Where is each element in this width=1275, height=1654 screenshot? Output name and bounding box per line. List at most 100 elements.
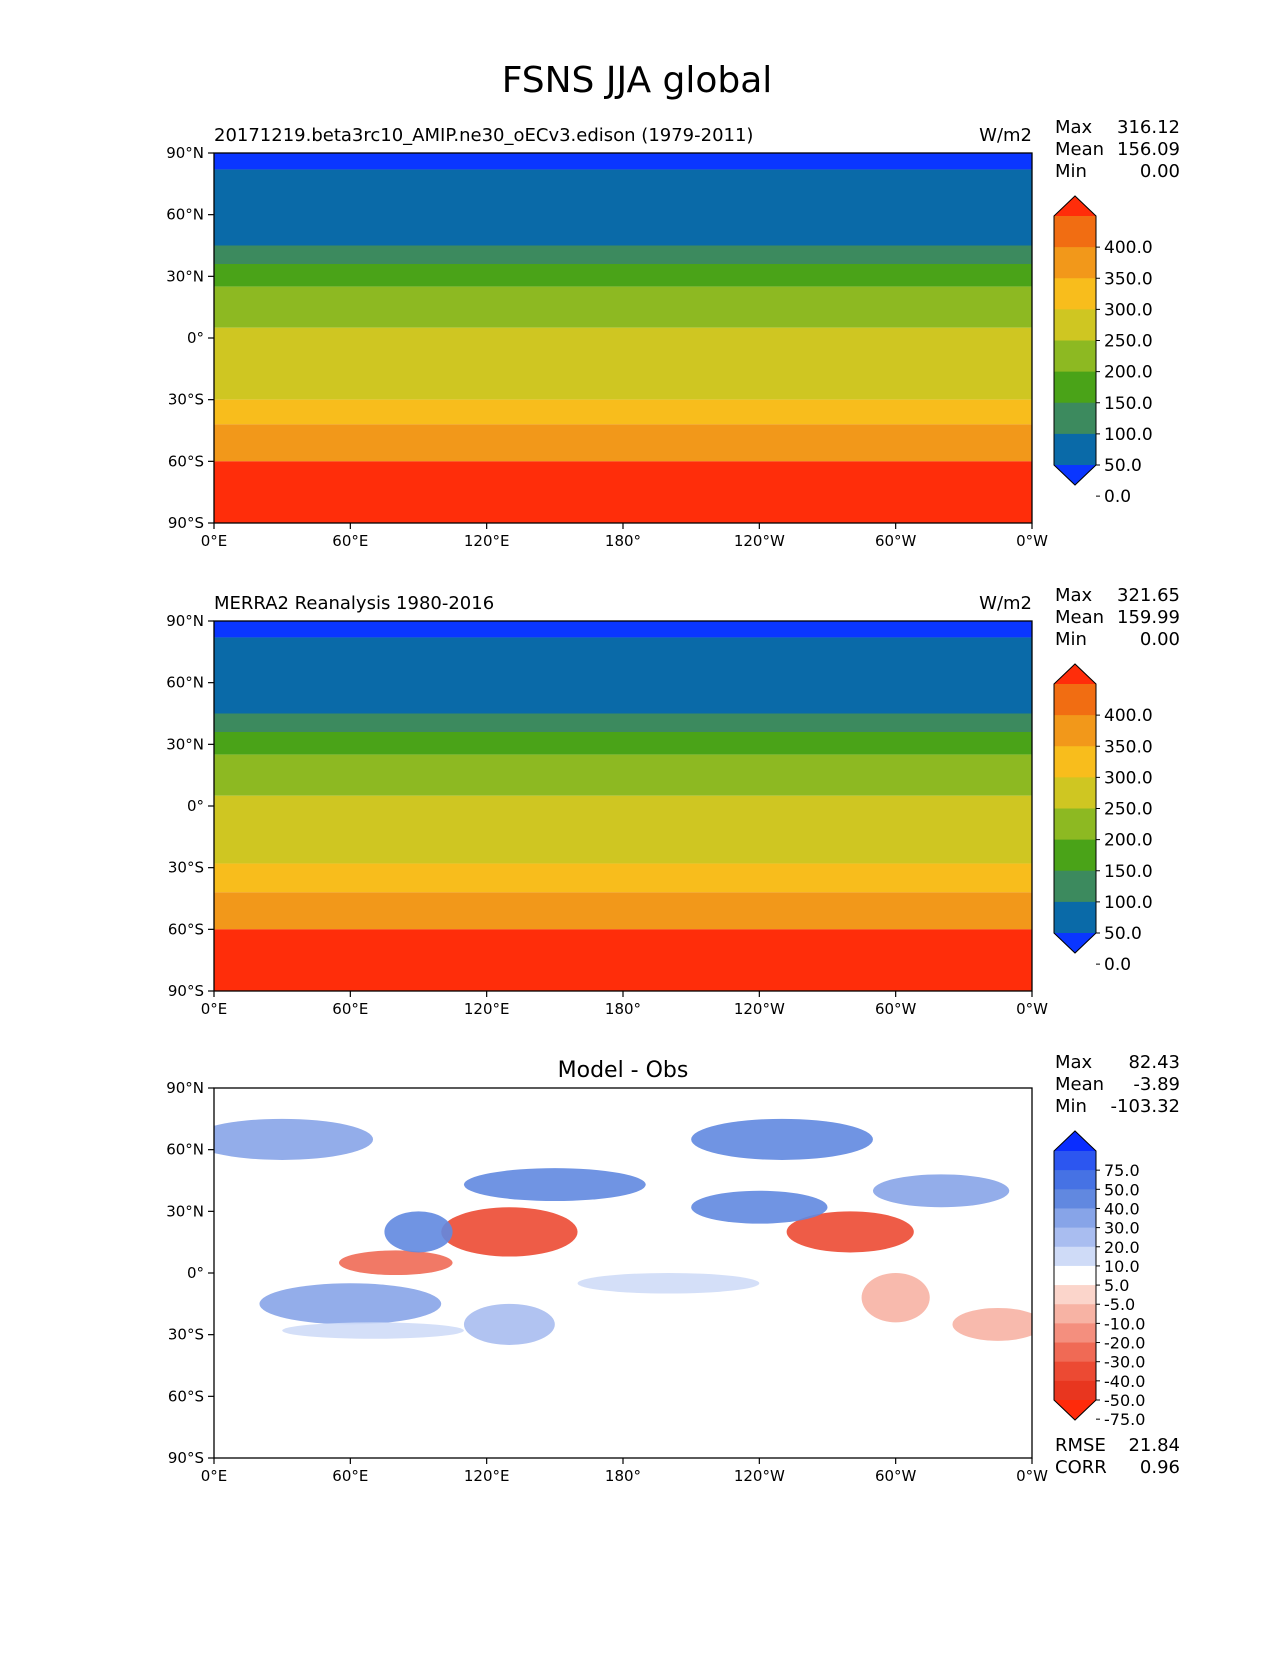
- field-band: [214, 327, 1032, 400]
- colorbar-label: 300.0: [1104, 768, 1153, 788]
- anomaly-patch: [259, 1283, 442, 1325]
- y-tick-label: 90°S: [168, 514, 204, 532]
- colorbar-segment: [1054, 1304, 1096, 1324]
- anomaly-patch: [577, 1273, 760, 1294]
- y-tick-label: 90°N: [166, 144, 204, 162]
- anomaly-patch: [463, 1303, 555, 1345]
- stat-label: Min: [1055, 629, 1087, 650]
- field-band: [214, 929, 1032, 991]
- colorbar-segment: [1054, 247, 1096, 279]
- colorbar-label: 150.0: [1104, 394, 1153, 414]
- colorbar-label: -30.0: [1104, 1353, 1145, 1372]
- colorbar-segment: [1054, 433, 1096, 466]
- x-tick-label: 0°E: [201, 1000, 228, 1018]
- x-tick-label: 120°W: [734, 532, 785, 550]
- x-tick-label: 60°E: [332, 1000, 368, 1018]
- colorbar-label: 300.0: [1104, 300, 1153, 320]
- colorbar-label: 200.0: [1104, 831, 1153, 851]
- colorbar-segment: [1054, 870, 1096, 903]
- x-tick-label: 180°: [605, 1467, 641, 1485]
- map-panel-3: Model - Obs 90°N 60°N 30°N 0° 30°S 60°S 90°S0°E…: [166, 1052, 1180, 1485]
- stat-value: -103.32: [1111, 1096, 1180, 1117]
- colorbar-segment: [1054, 1265, 1096, 1286]
- anomaly-patch: [786, 1211, 914, 1253]
- anomaly-patch: [441, 1207, 578, 1257]
- y-tick-label: 60°N: [166, 1141, 204, 1159]
- colorbar-segment: [1054, 1246, 1096, 1267]
- x-tick-label: 180°: [605, 1000, 641, 1018]
- colorbar-label: 20.0: [1104, 1238, 1140, 1257]
- stat-value: 0.00: [1140, 161, 1180, 182]
- field-band: [214, 399, 1032, 425]
- colorbar-label: 100.0: [1104, 425, 1153, 445]
- colorbar-label: 150.0: [1104, 862, 1153, 882]
- colorbar-min-extend: [1054, 1400, 1096, 1420]
- colorbar-label: 350.0: [1104, 269, 1153, 289]
- colorbar-segment: [1054, 1170, 1096, 1190]
- colorbar-segment: [1054, 1361, 1096, 1382]
- x-tick-label: 0°W: [1016, 532, 1048, 550]
- colorbar-segment: [1054, 1342, 1096, 1363]
- colorbar-label: 200.0: [1104, 363, 1153, 383]
- y-tick-label: 60°S: [168, 452, 204, 470]
- colorbar-segment: [1054, 1151, 1096, 1171]
- colorbar-label: 400.0: [1104, 706, 1153, 726]
- colorbar-segment: [1054, 402, 1096, 435]
- panel-title: Model - Obs: [558, 1058, 689, 1083]
- stat-label: Mean: [1055, 607, 1104, 628]
- colorbar-segment: [1054, 901, 1096, 934]
- x-tick-label: 120°E: [464, 1000, 510, 1018]
- x-tick-label: 60°E: [332, 1467, 368, 1485]
- field-band: [214, 713, 1032, 732]
- colorbar-label: -10.0: [1104, 1314, 1145, 1333]
- y-tick-label: 30°N: [166, 267, 204, 285]
- map-panel-2: MERRA2 Reanalysis 1980-2016 W/m2 90°N 60°N 3…: [166, 585, 1180, 1018]
- y-tick-label: 90°N: [166, 612, 204, 630]
- field-band: [214, 286, 1032, 328]
- colorbar-label: -75.0: [1104, 1410, 1145, 1429]
- panel-title: MERRA2 Reanalysis 1980-2016: [214, 593, 494, 614]
- y-tick-label: 0°: [187, 329, 204, 347]
- colorbar-segment: [1054, 808, 1096, 841]
- field-band: [214, 754, 1032, 796]
- colorbar-max-extend: [1054, 1131, 1096, 1151]
- colorbar-label: 5.0: [1104, 1276, 1129, 1295]
- colorbar-label: 50.0: [1104, 456, 1142, 476]
- field-band: [214, 424, 1032, 462]
- panels: 20171219.beta3rc10_AMIP.ne30_oECv3.ediso…: [166, 117, 1180, 1485]
- colorbar-segment: [1054, 216, 1096, 248]
- footer-stat-label: RMSE: [1055, 1435, 1106, 1456]
- y-tick-label: 30°N: [166, 735, 204, 753]
- colorbar-label: 350.0: [1104, 737, 1153, 757]
- map-panel-1: 20171219.beta3rc10_AMIP.ne30_oECv3.ediso…: [166, 117, 1180, 550]
- colorbar-min-extend: [1054, 933, 1096, 953]
- panel-title: 20171219.beta3rc10_AMIP.ne30_oECv3.ediso…: [214, 125, 753, 146]
- stat-label: Mean: [1055, 1074, 1104, 1095]
- stat-label: Min: [1055, 1096, 1087, 1117]
- footer-stat-value: 0.96: [1140, 1457, 1180, 1478]
- colorbar-label: 100.0: [1104, 893, 1153, 913]
- field-band: [214, 621, 1032, 638]
- stat-label: Max: [1055, 117, 1093, 138]
- colorbar-segment: [1054, 777, 1096, 809]
- field-band: [214, 264, 1032, 287]
- colorbar-label: 400.0: [1104, 238, 1153, 258]
- y-tick-label: 90°N: [166, 1079, 204, 1097]
- colorbar-segment: [1054, 1285, 1096, 1305]
- colorbar-max-extend: [1054, 196, 1096, 216]
- field-band: [214, 863, 1032, 893]
- figure-title: FSNS JJA global: [502, 60, 773, 101]
- colorbar-label: 50.0: [1104, 1180, 1140, 1199]
- stat-label: Max: [1055, 1052, 1093, 1073]
- colorbar-segment: [1054, 1189, 1096, 1209]
- stat-label: Max: [1055, 585, 1093, 606]
- colorbar-segment: [1054, 1323, 1096, 1344]
- colorbar-label: 30.0: [1104, 1219, 1140, 1238]
- colorbar-label: 0.0: [1104, 487, 1131, 507]
- field-band: [214, 169, 1032, 246]
- colorbar-label: 40.0: [1104, 1199, 1140, 1218]
- colorbar-segment: [1054, 309, 1096, 341]
- y-tick-label: 0°: [187, 1264, 204, 1282]
- anomaly-patch: [338, 1250, 453, 1276]
- stat-value: 316.12: [1117, 117, 1180, 138]
